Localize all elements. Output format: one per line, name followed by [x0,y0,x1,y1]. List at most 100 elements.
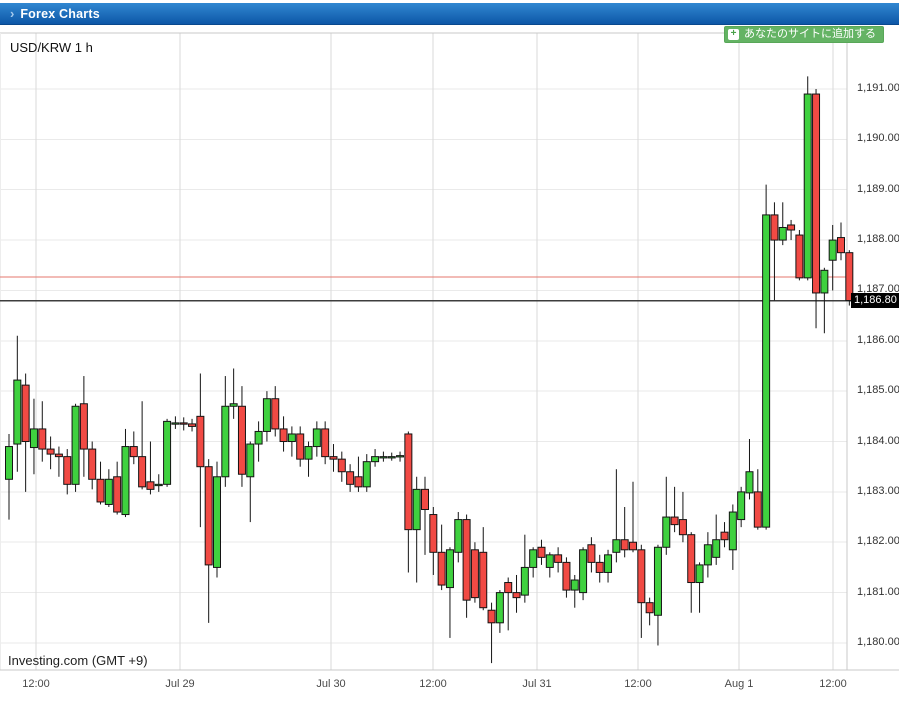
candle [570,574,579,608]
candle [462,514,471,618]
x-tick-label: 12:00 [624,678,652,690]
candle [545,552,554,578]
x-tick-label: Aug 1 [724,678,754,690]
candle [479,527,488,611]
candle [46,436,55,470]
x-tick-label: Jul 31 [522,678,552,690]
candle [88,441,97,490]
candle [312,421,321,457]
candle [445,547,454,638]
candle [279,416,288,452]
candle [562,557,571,598]
candle [703,532,712,578]
candle [271,386,280,437]
candle [287,426,296,457]
candle [96,461,105,505]
candle [437,524,446,591]
candle [304,441,313,477]
candle [762,184,771,530]
header-bar: › Forex Charts [0,3,899,25]
candle [321,421,330,465]
candle [579,547,588,601]
candle [179,417,188,431]
candle [662,476,671,555]
candle [520,534,529,603]
candle [154,474,163,492]
candle [645,597,654,626]
candle [54,446,63,477]
instrument-label: USD/KRW 1 h [10,40,93,55]
chevron-right-icon: › [10,5,15,21]
candle [146,441,155,495]
candle [246,441,255,523]
candle [337,451,346,482]
candle [787,219,796,241]
candle [812,89,821,329]
candle [213,461,221,578]
candle [529,547,538,578]
candle [396,451,405,462]
candle [63,449,72,495]
candle [221,376,230,487]
candle [653,544,662,646]
candle [229,368,238,419]
y-tick-label: 1,186.00 [857,333,899,346]
y-tick-label: 1,187.00 [857,283,899,296]
candle [678,491,687,543]
candle [254,421,263,462]
candle [837,222,845,261]
candle [604,549,613,583]
candle [720,522,729,548]
candle [329,444,338,472]
add-to-site-button[interactable]: + あなたのサイトに追加する [724,26,884,43]
candle [512,574,521,613]
candle [346,464,355,492]
y-tick-label: 1,183.00 [857,484,899,497]
candle [354,456,363,492]
add-to-site-label: あなたのサイトに追加する [744,28,876,40]
candle [620,506,629,558]
candle [104,469,113,507]
candle [554,547,563,573]
candle [504,577,513,631]
page-title: Forex Charts [20,6,100,21]
y-tick-label: 1,181.00 [857,585,899,598]
y-tick-label: 1,188.00 [857,233,899,246]
x-tick-label: 12:00 [819,678,847,690]
candle [803,76,812,281]
candle [745,439,754,500]
candle [495,590,504,633]
candle [845,250,854,306]
candle [695,562,704,613]
x-tick-label: Jul 29 [165,678,195,690]
candle [737,486,746,528]
candle [687,532,696,613]
candle [537,539,546,565]
candle [487,602,496,664]
candle [728,504,737,570]
candle [71,403,80,492]
candle [171,416,180,429]
candle [387,452,396,461]
candle [296,426,305,467]
y-tick-label: 1,190.00 [857,132,899,145]
candle [21,373,30,492]
candle [637,544,646,638]
y-tick-label: 1,191.00 [857,82,899,94]
candle [587,537,596,573]
candle [612,469,621,563]
candle [828,224,837,291]
candle [820,267,829,334]
candle [454,512,463,563]
candle [79,376,88,477]
watermark: Investing.com (GMT +9) [8,653,148,668]
x-tick-label: 12:00 [22,678,50,690]
candle [795,230,804,281]
candle [770,202,779,301]
candle [38,401,47,462]
candle [362,454,371,492]
candle [204,459,213,623]
candle [371,449,380,467]
y-tick-label: 1,185.00 [857,384,899,397]
